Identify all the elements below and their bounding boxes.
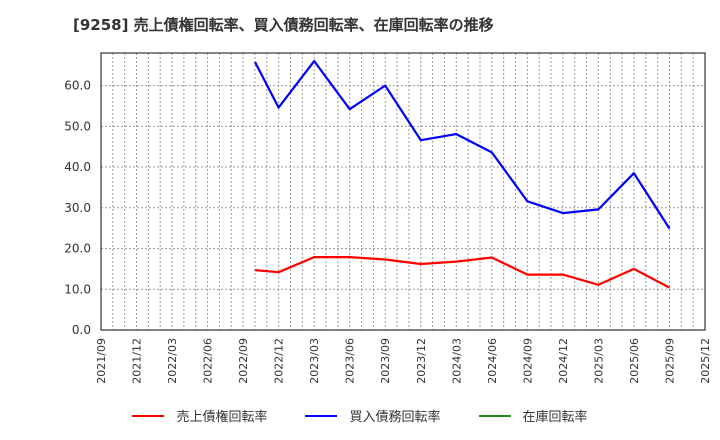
legend-item-receivables: 売上債権回転率 bbox=[132, 406, 267, 425]
legend-item-payables: 買入債務回転率 bbox=[305, 406, 441, 425]
x-tick-label: 2022/03 bbox=[166, 338, 179, 384]
plot-frame bbox=[100, 52, 706, 331]
y-tick-label: 0.0 bbox=[72, 323, 91, 337]
x-tick-label: 2021/12 bbox=[131, 338, 144, 384]
x-tick-label: 2022/12 bbox=[273, 338, 286, 384]
legend-swatch-icon bbox=[478, 414, 511, 417]
x-tick-label: 2024/03 bbox=[450, 338, 463, 384]
x-tick-label: 2025/12 bbox=[699, 338, 712, 384]
x-tick-label: 2024/12 bbox=[557, 338, 570, 384]
x-tick-label: 2023/06 bbox=[344, 338, 357, 384]
series-line-1 bbox=[254, 59, 671, 230]
series-line-0 bbox=[254, 256, 671, 289]
y-tick-label: 10.0 bbox=[64, 282, 91, 296]
x-tick-label: 2021/09 bbox=[95, 338, 108, 384]
x-tick-label: 2022/06 bbox=[202, 338, 215, 384]
x-tick-label: 2024/06 bbox=[486, 338, 499, 384]
y-tick-label: 40.0 bbox=[64, 160, 91, 174]
y-tick-label: 20.0 bbox=[64, 242, 91, 256]
x-tick-label: 2025/09 bbox=[663, 338, 676, 384]
x-tick-label: 2023/03 bbox=[308, 338, 321, 384]
legend-label: 在庫回転率 bbox=[522, 410, 588, 425]
x-tick-label: 2025/03 bbox=[592, 338, 605, 384]
x-tick-label: 2023/12 bbox=[415, 338, 428, 384]
y-tick-label: 50.0 bbox=[64, 119, 91, 133]
chart-title: [9258] 売上債権回転率、買入債務回転率、在庫回転率の推移 bbox=[73, 16, 494, 34]
y-tick-label: 30.0 bbox=[64, 201, 91, 215]
legend-item-inventory: 在庫回転率 bbox=[478, 406, 588, 425]
legend-swatch-icon bbox=[305, 414, 338, 417]
line-chart: 0.0 10.0 20.0 30.0 40.0 50.0 60.0 2021/09 2021/1… bbox=[64, 52, 712, 384]
legend-label: 買入債務回転率 bbox=[349, 410, 441, 425]
x-tick-label: 2022/09 bbox=[237, 338, 250, 384]
legend-swatch-icon bbox=[132, 414, 165, 417]
x-tick-label: 2023/09 bbox=[379, 338, 392, 384]
y-tick-label: 60.0 bbox=[64, 79, 91, 93]
x-tick-label: 2025/06 bbox=[628, 338, 641, 384]
x-tick-label: 2024/09 bbox=[521, 338, 534, 384]
chart-legend: 売上債権回転率 買入債務回転率 在庫回転率 bbox=[0, 406, 720, 425]
legend-label: 売上債権回転率 bbox=[176, 410, 268, 425]
